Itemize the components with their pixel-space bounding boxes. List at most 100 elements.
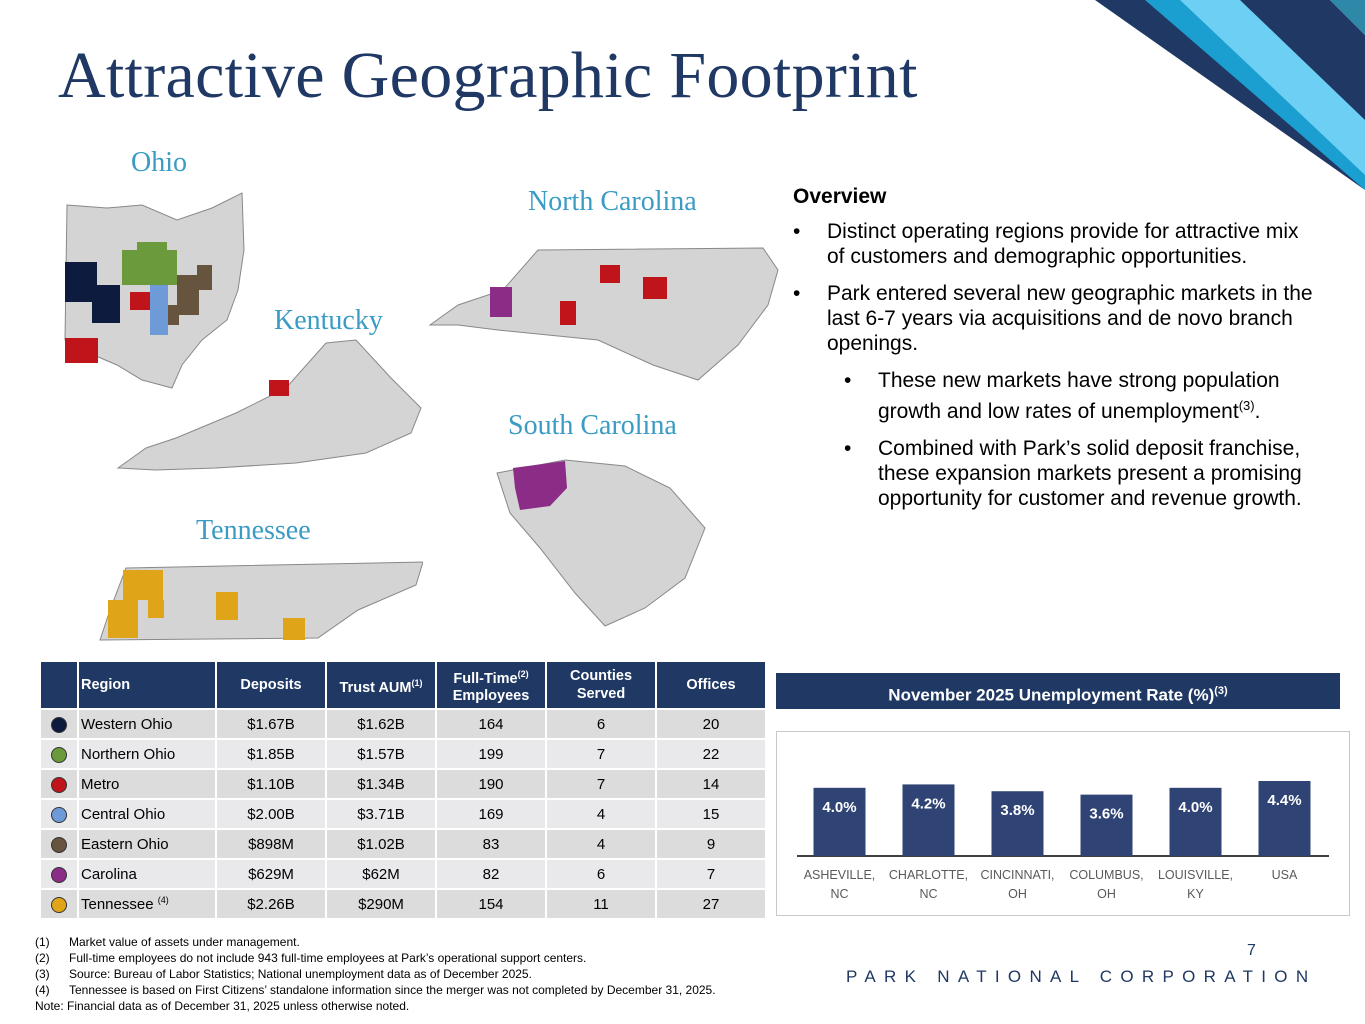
ohio-label: Ohio (131, 147, 187, 178)
chart-data-label: 3.8% (1000, 802, 1034, 819)
chart-data-label: 4.4% (1267, 792, 1301, 809)
overview-section: Overview Distinct operating regions prov… (793, 184, 1313, 523)
chart-category-label: ASHEVILLE, (804, 868, 876, 882)
cell-region: Metro (79, 770, 215, 798)
cell-deposits: $2.00B (217, 800, 325, 828)
cell-offices: 9 (657, 830, 765, 858)
cell-trust: $290M (327, 890, 435, 918)
cell-region: Eastern Ohio (79, 830, 215, 858)
chart-data-label: 3.6% (1089, 806, 1123, 823)
cell-fte: 190 (437, 770, 545, 798)
cell-region: Carolina (79, 860, 215, 888)
cell-counties: 7 (547, 740, 655, 768)
header-region: Region (79, 662, 215, 708)
cell-counties: 4 (547, 830, 655, 858)
table-row: Metro $1.10B $1.34B 190 7 14 (41, 770, 765, 798)
table-row: Northern Ohio $1.85B $1.57B 199 7 22 (41, 740, 765, 768)
region-color-dot (41, 860, 77, 888)
kentucky-label: Kentucky (274, 305, 383, 336)
chart-data-label: 4.0% (1178, 799, 1212, 816)
header-dot (41, 662, 77, 708)
cell-counties: 11 (547, 890, 655, 918)
cell-region: Tennessee (4) (79, 890, 215, 918)
chart-category-label: CINCINNATI, (980, 868, 1054, 882)
chart-category-label: KY (1187, 887, 1204, 901)
cell-trust: $3.71B (327, 800, 435, 828)
south-carolina-label: South Carolina (508, 410, 677, 441)
overview-sub-bullet: These new markets have strong population… (793, 368, 1313, 424)
cell-fte: 82 (437, 860, 545, 888)
cell-trust: $1.57B (327, 740, 435, 768)
overview-heading: Overview (793, 185, 887, 208)
header-offices: Offices (657, 662, 765, 708)
cell-offices: 27 (657, 890, 765, 918)
north-carolina-label: North Carolina (528, 186, 697, 217)
cell-deposits: $629M (217, 860, 325, 888)
page-number: 7 (1247, 942, 1256, 959)
chart-bar (991, 791, 1044, 856)
overview-bullet: Distinct operating regions provide for a… (793, 219, 1313, 269)
cell-trust: $1.62B (327, 710, 435, 738)
chart-category-label: NC (919, 887, 937, 901)
overview-sub-bullet: Combined with Park’s solid deposit franc… (793, 436, 1313, 511)
region-dot-icon (51, 896, 67, 913)
cell-fte: 169 (437, 800, 545, 828)
table-row: Tennessee (4) $2.26B $290M 154 11 27 (41, 890, 765, 918)
region-dot-icon (51, 776, 67, 793)
cell-offices: 7 (657, 860, 765, 888)
header-trust: Trust AUM(1) (327, 662, 435, 708)
chart-category-label: OH (1097, 887, 1116, 901)
cell-offices: 22 (657, 740, 765, 768)
south-carolina-map (496, 459, 706, 627)
cell-deposits: $1.85B (217, 740, 325, 768)
cell-trust: $1.34B (327, 770, 435, 798)
table-row: Carolina $629M $62M 82 6 7 (41, 860, 765, 888)
footnotes: (1) Market value of assets under manageme… (35, 934, 716, 1014)
cell-region: Northern Ohio (79, 740, 215, 768)
table-header-row: Region Deposits Trust AUM(1) Full-Time(2… (41, 662, 765, 708)
overview-bullet: Park entered several new geographic mark… (793, 281, 1313, 356)
unemployment-chart: 4.0% ASHEVILLE, NC 4.2% CHARLOTTE, NC 3.8% CINC… (776, 731, 1350, 916)
cell-counties: 6 (547, 860, 655, 888)
chart-bar (902, 784, 955, 856)
chart-svg: 4.0% ASHEVILLE, NC 4.2% CHARLOTTE, NC 3.8% CINC… (797, 781, 1329, 901)
cell-offices: 20 (657, 710, 765, 738)
footnote-final: Note: Financial data as of December 31, … (35, 999, 410, 1013)
brand-wordmark: PARK NATIONAL CORPORATION (846, 967, 1317, 986)
page-title: Attractive Geographic Footprint (58, 39, 918, 112)
corner-decoration (1095, 0, 1365, 190)
cell-trust: $62M (327, 860, 435, 888)
kentucky-map (116, 339, 422, 471)
north-carolina-map (428, 247, 779, 381)
region-dot-icon (51, 746, 67, 763)
footnote: (2) Full-time employees do not include 94… (35, 951, 587, 965)
header-fte: Full-Time(2) Employees (437, 662, 545, 708)
footnote: (3) Source: Bureau of Labor Statistics; N… (35, 967, 532, 981)
cell-fte: 83 (437, 830, 545, 858)
region-color-dot (41, 740, 77, 768)
region-color-dot (41, 800, 77, 828)
chart-data-label: 4.0% (822, 799, 856, 816)
region-dot-icon (51, 716, 67, 733)
ohio-map (64, 192, 245, 389)
cell-fte: 164 (437, 710, 545, 738)
table-row: Central Ohio $2.00B $3.71B 169 4 15 (41, 800, 765, 828)
chart-category-label: NC (830, 887, 848, 901)
table-row: Western Ohio $1.67B $1.62B 164 6 20 (41, 710, 765, 738)
cell-offices: 15 (657, 800, 765, 828)
header-deposits: Deposits (217, 662, 325, 708)
chart-category-label: OH (1008, 887, 1027, 901)
cell-deposits: $2.26B (217, 890, 325, 918)
header-counties: Counties Served (547, 662, 655, 708)
region-color-dot (41, 710, 77, 738)
footnote: (4) Tennessee is based on First Citizens’… (35, 983, 716, 997)
cell-deposits: $898M (217, 830, 325, 858)
region-color-dot (41, 830, 77, 858)
region-color-dot (41, 890, 77, 918)
chart-data-label: 4.2% (911, 795, 945, 812)
cell-region: Western Ohio (79, 710, 215, 738)
chart-category-label: CHARLOTTE, (889, 868, 968, 882)
tennessee-map (99, 561, 423, 641)
region-color-dot (41, 770, 77, 798)
cell-counties: 7 (547, 770, 655, 798)
